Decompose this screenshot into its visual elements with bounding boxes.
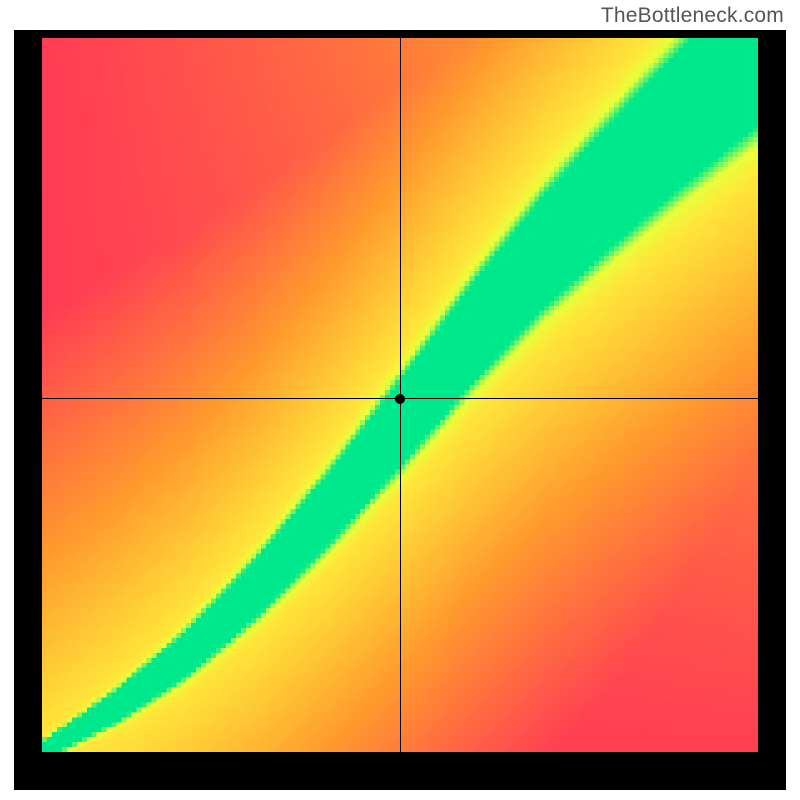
watermark-text: TheBottleneck.com: [601, 4, 784, 28]
crosshair-marker: [395, 394, 405, 404]
